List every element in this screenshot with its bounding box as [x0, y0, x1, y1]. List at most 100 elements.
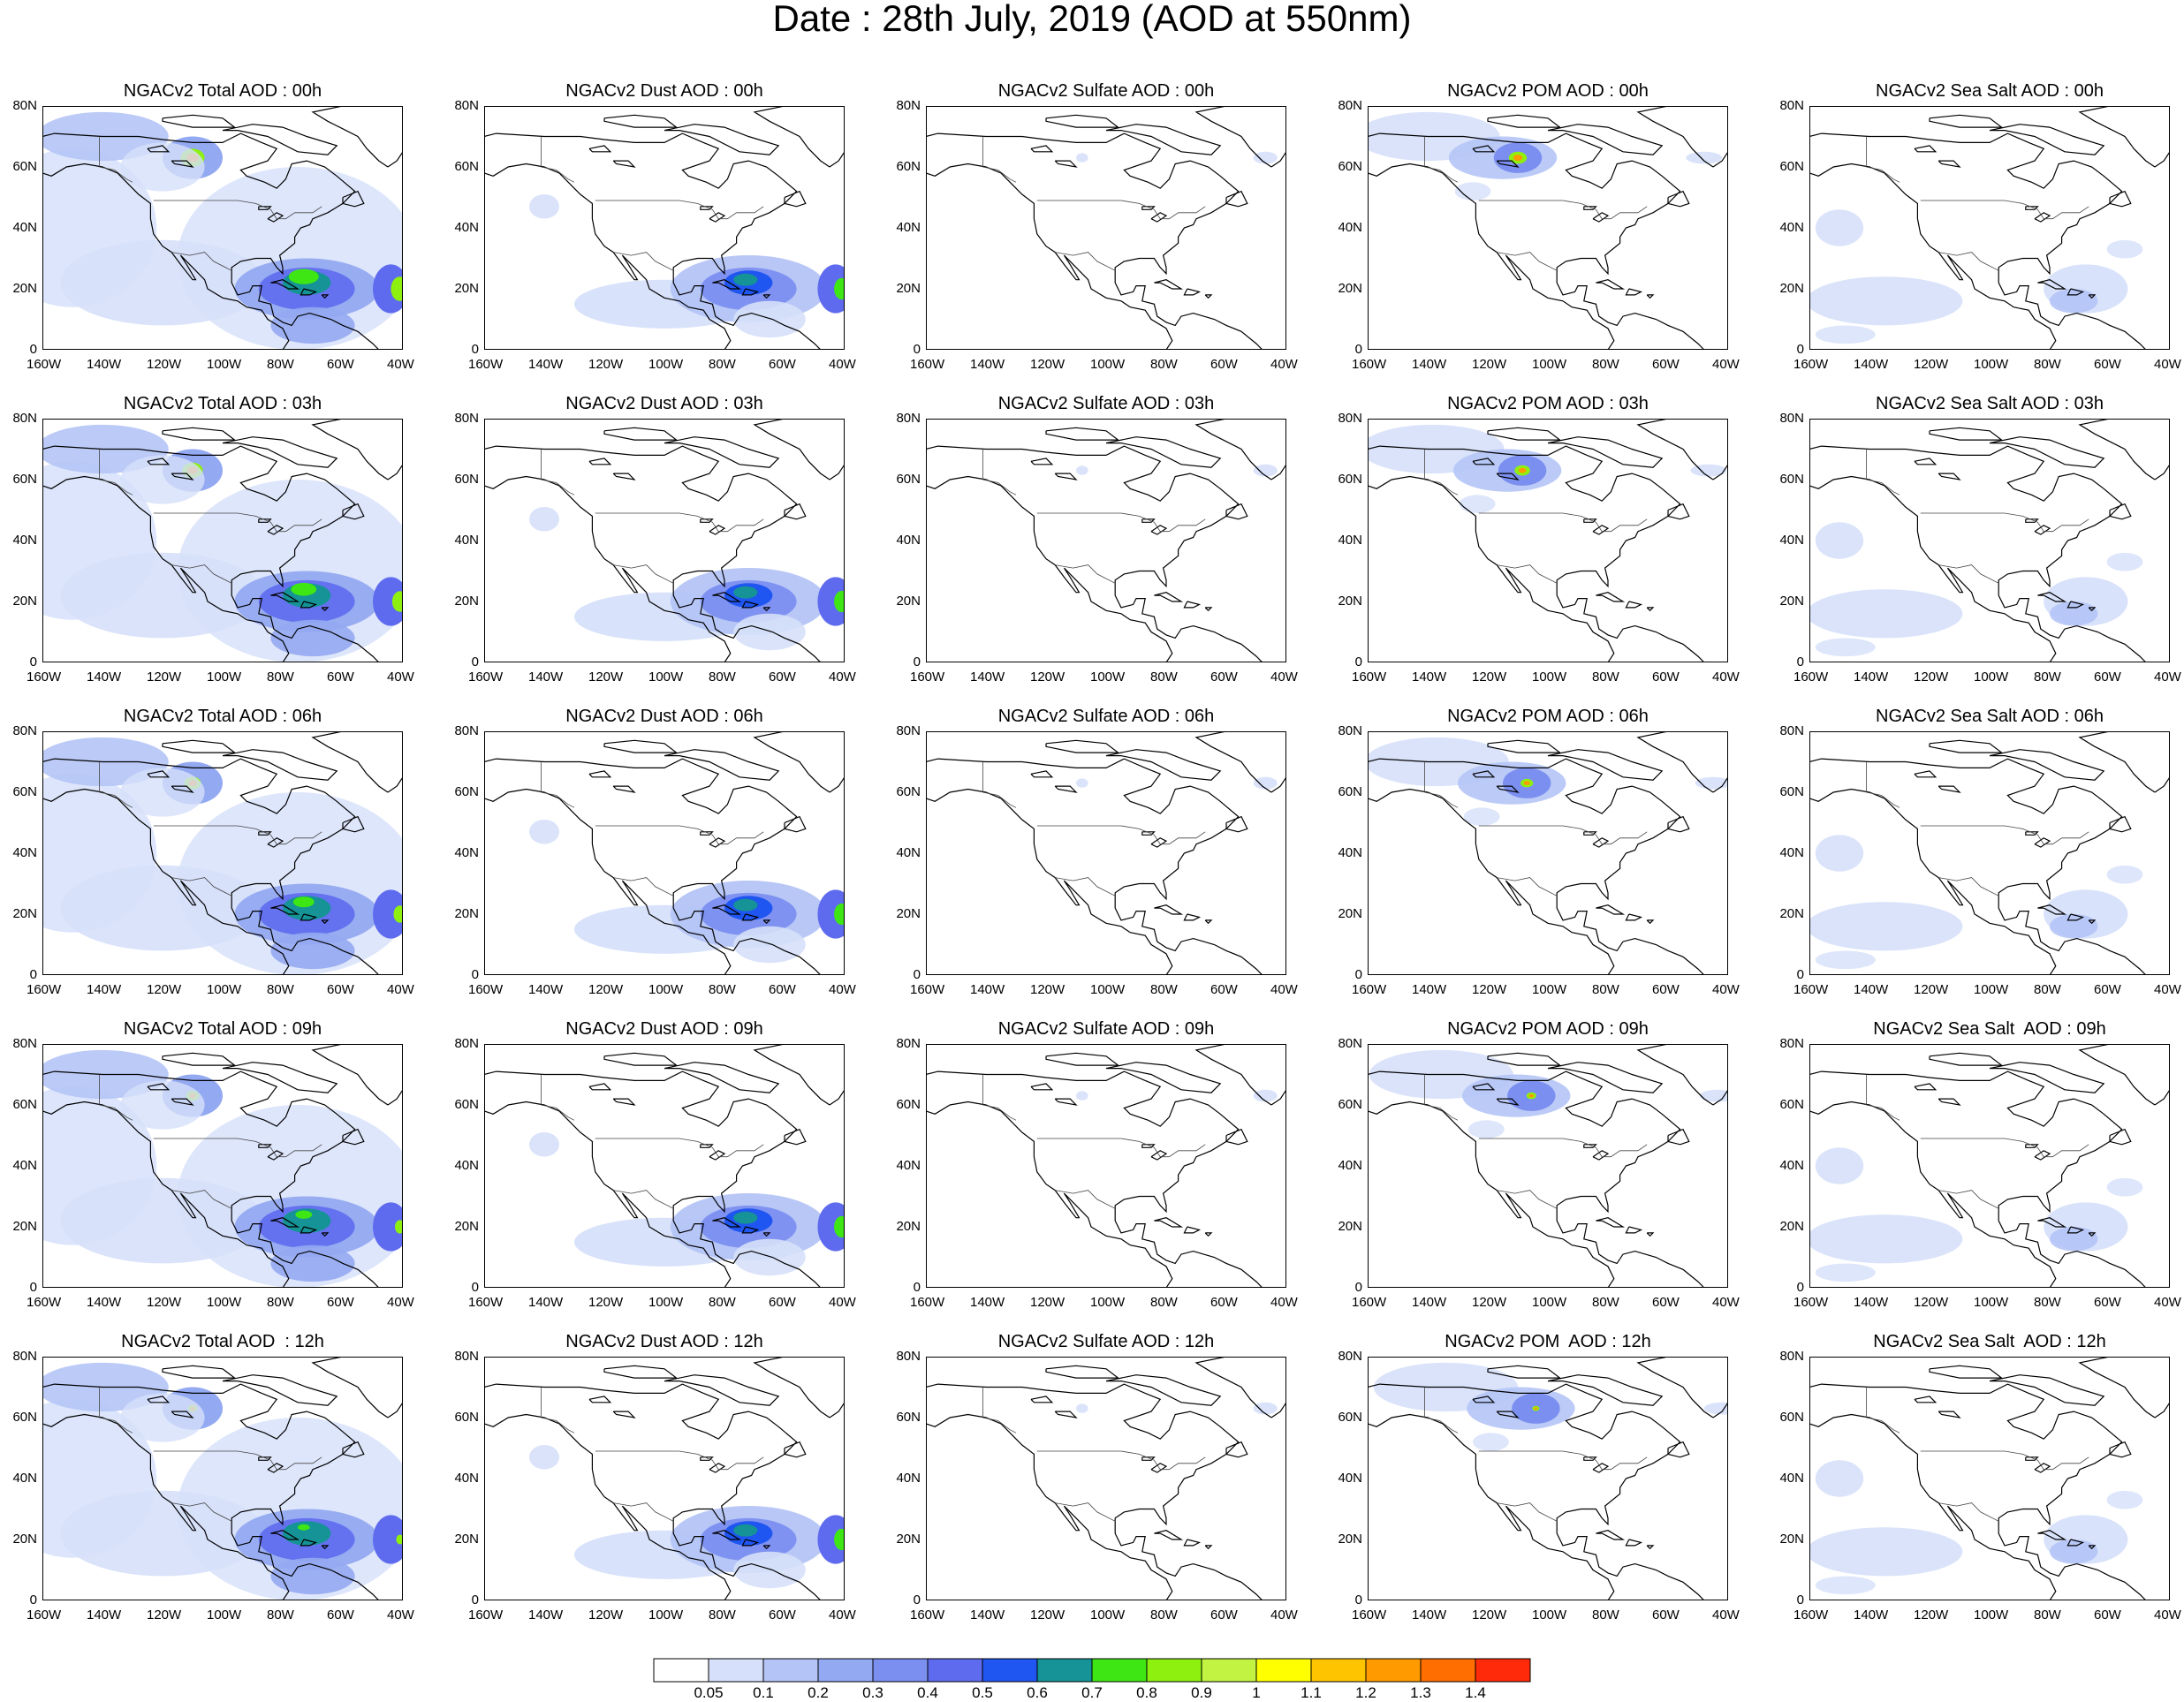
coastline	[1105, 436, 1222, 468]
coastline	[1225, 1441, 1248, 1458]
longitude-tick-label: 160W	[910, 1295, 945, 1310]
aod-plume	[2050, 601, 2098, 626]
aod-plume	[270, 932, 355, 970]
coastline	[1141, 1144, 1156, 1148]
map-panel	[1368, 1044, 1728, 1288]
map-panel	[42, 419, 403, 662]
coastline	[342, 815, 365, 833]
coastline	[1045, 739, 1120, 753]
longitude-tick-label: 140W	[528, 669, 564, 685]
latitude-tick-label: 0	[471, 654, 479, 669]
country-border	[153, 200, 322, 220]
longitude-tick-label: 120W	[147, 357, 182, 372]
latitude-tick-label: 0	[29, 654, 37, 669]
aod-plume	[1513, 155, 1523, 162]
country-border	[1497, 564, 1558, 584]
longitude-tick-label: 160W	[468, 1607, 504, 1623]
country-border	[1424, 1387, 1459, 1433]
aod-plume	[2106, 1490, 2143, 1509]
aod-plume	[1076, 778, 1088, 788]
coastline	[664, 749, 780, 781]
latitude-tick-label: 40N	[454, 1158, 479, 1173]
coastline	[1929, 1052, 2004, 1066]
aod-plume	[1815, 522, 1864, 559]
aod-plume	[1815, 1147, 1864, 1184]
latitude-tick-label: 60N	[1779, 1097, 1804, 1112]
coastline	[1646, 919, 1655, 925]
longitude-tick-label: 120W	[147, 669, 182, 685]
longitude-tick-label: 160W	[1352, 669, 1387, 685]
longitude-tick-label: 80W	[267, 1295, 294, 1310]
country-border	[1920, 512, 2089, 533]
longitude-tick-label: 140W	[970, 669, 1005, 685]
coastline	[712, 592, 742, 602]
colorbar-label: 0.05	[694, 1684, 724, 1701]
coastline	[485, 788, 732, 974]
coastline	[603, 427, 679, 441]
longitude-tick-label: 120W	[1472, 669, 1507, 685]
latitude-tick-label: 0	[1796, 967, 1804, 982]
aod-plume	[529, 1445, 559, 1470]
coastline	[2037, 904, 2067, 915]
map-panel	[926, 1357, 1286, 1600]
latitude-tick-label: 80N	[1338, 411, 1362, 426]
coastline	[1030, 458, 1054, 465]
country-border	[1478, 1138, 1648, 1158]
coastline	[258, 1456, 272, 1461]
aod-plume	[733, 1211, 758, 1224]
coastline	[222, 1374, 338, 1406]
aod-plume	[733, 273, 758, 286]
map-panel	[484, 731, 845, 975]
panel-title: NGACv2 Sulfate AOD : 06h	[997, 707, 1215, 726]
longitude-tick-label: 120W	[588, 982, 624, 997]
longitude-tick-label: 140W	[87, 669, 122, 685]
panel-title: NGACv2 Sea Salt AOD : 00h	[1876, 81, 2104, 101]
latitude-tick-label: 40N	[1779, 220, 1804, 235]
figure-title: Date : 28th July, 2019 (AOD at 550nm)	[772, 0, 1412, 39]
longitude-tick-label: 60W	[1652, 669, 1680, 685]
coastline	[171, 785, 194, 793]
longitude-tick-label: 120W	[1472, 1295, 1507, 1310]
coastline	[1636, 107, 1727, 168]
aod-plume	[291, 582, 317, 596]
longitude-tick-label: 140W	[528, 982, 564, 997]
latitude-tick-label: 60N	[1338, 159, 1362, 174]
latitude-tick-label: 60N	[12, 159, 37, 174]
coastline	[712, 1217, 742, 1228]
aod-plume	[1253, 464, 1278, 477]
aod-plume	[1815, 1263, 1876, 1282]
coastline	[603, 114, 679, 128]
coastline	[1929, 114, 2004, 128]
coastline	[927, 1070, 1263, 1287]
longitude-tick-label: 100W	[1532, 357, 1567, 372]
aod-plume	[1523, 781, 1530, 785]
country-border	[982, 136, 1017, 183]
latitude-tick-label: 80N	[1338, 1349, 1362, 1364]
latitude-tick-label: 40N	[896, 845, 921, 860]
aod-map-sulfate	[927, 420, 1285, 662]
panel-title: NGACv2 Sulfate AOD : 09h	[997, 1019, 1215, 1039]
coastline	[1472, 145, 1496, 153]
panel-title: NGACv2 Total AOD : 00h	[123, 81, 322, 101]
latitude-tick-label: 40N	[896, 533, 921, 548]
aod-plume	[373, 1515, 402, 1564]
latitude-tick-label: 40N	[1338, 533, 1362, 548]
country-border	[595, 512, 764, 533]
coastline	[1194, 107, 1285, 168]
longitude-tick-label: 80W	[1150, 1607, 1178, 1623]
country-border	[153, 1450, 322, 1471]
aod-plume	[120, 455, 205, 504]
coastline	[1154, 592, 1184, 602]
coastline	[1472, 1083, 1496, 1091]
colorbar-label: 0.2	[808, 1684, 829, 1701]
aod-plume	[120, 1080, 205, 1130]
longitude-tick-label: 140W	[87, 982, 122, 997]
latitude-tick-label: 20N	[1779, 281, 1804, 296]
coastline	[1154, 1530, 1184, 1540]
coastline	[1596, 279, 1626, 290]
longitude-tick-label: 120W	[1030, 669, 1065, 685]
country-border	[1424, 136, 1459, 183]
coastline	[784, 1441, 807, 1458]
latitude-tick-label: 20N	[1779, 594, 1804, 609]
latitude-tick-label: 40N	[454, 220, 479, 235]
